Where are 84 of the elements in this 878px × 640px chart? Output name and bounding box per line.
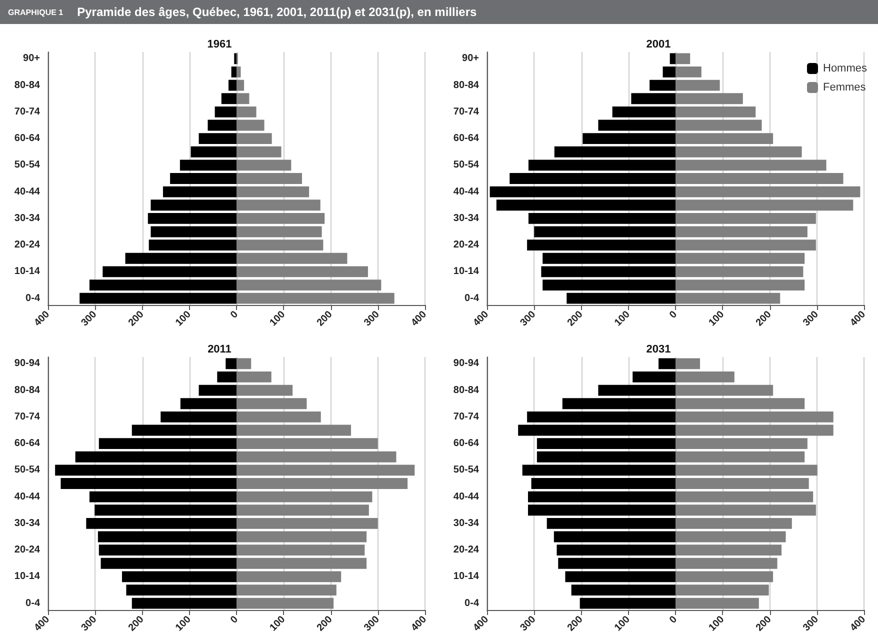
x-tick-label: 200 [126,614,146,634]
chart-title: 1961 [207,38,232,50]
legend-label: Femmes [822,82,866,94]
x-tick-label: 300 [518,308,538,329]
y-tick-label: 80-84 [453,384,480,396]
x-tick-label: 100 [268,614,288,634]
x-tick-label: 100 [268,308,288,329]
y-tick-label: 70-74 [14,411,40,422]
x-tick-label: 100 [706,308,727,329]
y-tick-label: 90-94 [453,358,480,370]
y-tick-label: 10-14 [14,571,40,582]
x-tick-label: 400 [848,614,868,634]
x-tick-label: 300 [801,614,822,634]
x-tick-label: 400 [32,614,52,634]
x-tick-label: 200 [566,308,586,329]
x-tick-label: 300 [518,614,538,634]
y-tick-label: 40-44 [453,491,480,502]
x-tick-label: 200 [566,614,586,634]
y-tick-label: 50-54 [453,160,480,171]
x-tick-label: 200 [126,308,146,329]
x-tick-label: 200 [315,614,335,634]
y-tick-label: 80-84 [14,80,40,91]
x-tick-label: 300 [79,308,100,329]
y-tick-label: 10-14 [453,266,480,278]
y-tick-label: 80-84 [14,384,40,396]
x-tick-label: 400 [471,614,492,634]
y-tick-label: 90-94 [14,358,40,370]
x-tick-label: 0 [668,614,680,626]
x-tick-label: 200 [754,614,774,634]
y-tick-label: 50-54 [453,464,480,476]
y-tick-label: 30-34 [14,212,40,224]
x-tick-label: 400 [409,308,430,329]
x-tick-label: 100 [174,308,194,329]
y-tick-label: 20-24 [453,240,480,251]
x-tick-label: 200 [315,308,335,329]
y-tick-label: 80-84 [453,80,480,91]
y-tick-label: 10-14 [14,266,40,278]
x-tick-label: 0 [228,614,241,626]
y-tick-label: 70-74 [453,411,480,422]
x-tick-label: 100 [612,308,633,329]
x-tick-label: 300 [362,614,382,634]
y-tick-label: 20-24 [14,544,40,556]
y-tick-label: 50-54 [14,160,40,171]
y-tick-label: 60-64 [453,438,480,450]
y-tick-label: 90+ [23,53,40,64]
x-tick-label: 300 [79,614,100,634]
y-tick-label: 0-4 [464,292,480,304]
chart-title: 2031 [646,344,671,356]
x-tick-label: 0 [668,308,680,321]
y-tick-label: 30-34 [453,518,480,529]
y-tick-label: 0-4 [26,292,40,304]
y-tick-label: 0-4 [464,598,480,609]
y-tick-label: 60-64 [14,438,40,450]
chart-title: 2011 [208,344,232,356]
x-tick-label: 400 [32,308,52,329]
x-tick-label: 100 [706,614,727,634]
y-tick-label: 0-4 [26,598,40,609]
x-tick-label: 0 [228,308,241,321]
y-tick-label: 20-24 [14,240,40,251]
chart-title: 2001 [646,38,671,50]
x-tick-label: 400 [471,308,492,329]
y-tick-label: 70-74 [14,106,40,118]
x-tick-label: 200 [754,308,774,329]
y-tick-label: 60-64 [14,133,40,144]
x-tick-label: 300 [362,308,382,329]
y-tick-label: 30-34 [453,212,480,224]
text: GRAPHIQUE 1 [8,8,64,16]
y-tick-label: 40-44 [453,186,480,198]
x-tick-label: 300 [801,308,822,329]
x-tick-label: 400 [848,308,868,329]
x-tick-label: 400 [409,614,430,634]
y-tick-label: 70-74 [453,106,480,118]
y-tick-label: 30-34 [14,518,40,529]
x-tick-label: 100 [612,614,633,634]
y-tick-label: 90+ [462,53,480,64]
y-tick-label: 20-24 [453,544,480,556]
x-tick-label: 100 [174,614,194,634]
y-tick-label: 40-44 [14,186,40,198]
y-tick-label: 60-64 [453,133,480,144]
legend-label: Hommes [822,62,868,74]
text: Pyramide des âges, Québec, 1961, 2001, 2011(p) et 2031(p), en milliers [77,5,477,19]
y-tick-label: 10-14 [453,571,480,582]
y-tick-label: 40-44 [14,491,40,502]
y-tick-label: 50-54 [14,464,40,476]
